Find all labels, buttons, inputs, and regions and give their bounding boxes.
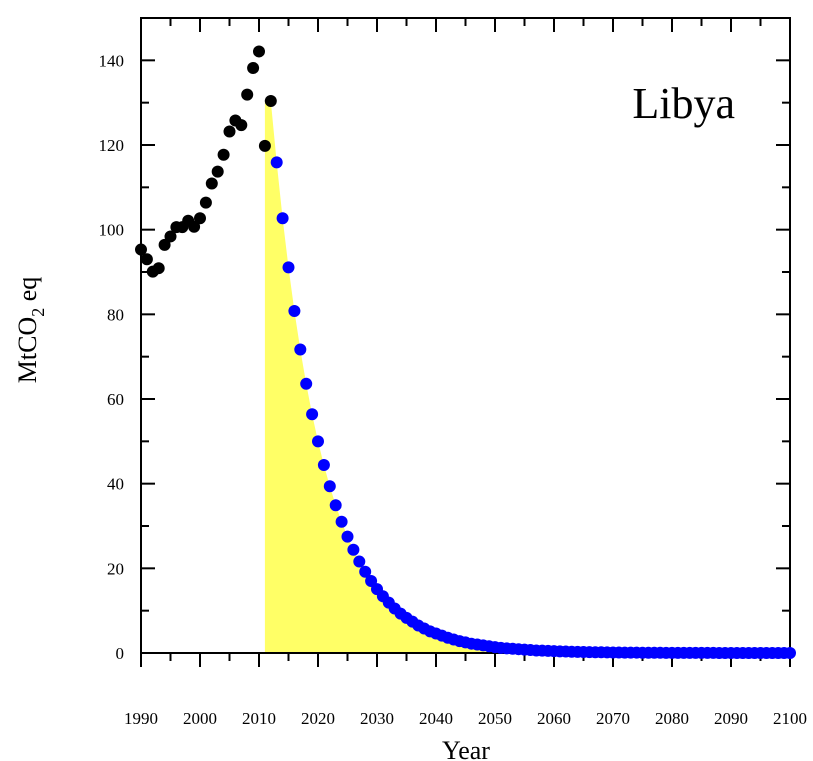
y-tick-label: 120 (99, 136, 125, 155)
projection-point (300, 377, 313, 390)
x-tick-label: 2030 (360, 709, 394, 728)
y-axis-title-main: MtCO (13, 317, 42, 383)
x-axis-title: Year (442, 736, 490, 761)
projection-point (784, 647, 796, 659)
historical-point (140, 253, 153, 266)
projection-point (312, 435, 324, 448)
projection-point (288, 304, 301, 317)
y-tick-label: 20 (107, 559, 124, 578)
projection-point (294, 343, 307, 356)
projection-point (359, 565, 372, 578)
x-tick-label: 2020 (301, 709, 335, 728)
historical-point (188, 220, 201, 233)
tick-labels: 1990 2000 2010 2020 2030 2040 2050 2060 2070 2080… (99, 51, 808, 728)
historical-point (158, 238, 171, 251)
projection-point (353, 555, 366, 568)
y-tick-label: 0 (116, 644, 125, 663)
x-tick-label: 2070 (596, 709, 630, 728)
projection-point (276, 212, 289, 225)
historical-point (152, 262, 165, 275)
y-tick-label: 140 (99, 51, 125, 70)
x-tick-label: 2010 (242, 709, 276, 728)
historical-point (258, 139, 271, 152)
projection-point (270, 156, 283, 169)
y-tick-label: 100 (99, 221, 125, 240)
y-axis-title: MtCO2 eq (13, 277, 48, 384)
plot-frame (140, 17, 791, 654)
y-axis-title-subscript: 2 (28, 308, 48, 317)
historical-point (135, 243, 147, 256)
country-annotation: Libya (632, 79, 735, 128)
historical-point (217, 148, 230, 161)
projection-fill-area-layer (264, 100, 554, 654)
x-tick-label: 2080 (655, 709, 689, 728)
historical-point (199, 196, 212, 209)
y-tick-label: 60 (107, 390, 124, 409)
historical-point (241, 88, 254, 101)
projection-point (335, 515, 348, 528)
projection-point (306, 408, 319, 421)
projection-fill-area (264, 100, 554, 654)
historical-point (211, 165, 224, 178)
projection-point (329, 499, 342, 512)
historical-point (205, 177, 218, 190)
historical-point (235, 119, 248, 132)
x-tick-label: 2090 (714, 709, 748, 728)
historical-point (247, 61, 260, 74)
projection-point (341, 530, 354, 543)
historical-point (164, 230, 177, 243)
y-axis-title-suffix: eq (13, 277, 42, 308)
projection-point (282, 261, 295, 274)
x-tick-label: 2040 (419, 709, 453, 728)
historical-point (253, 45, 265, 58)
y-tick-label: 40 (107, 475, 124, 494)
historical-point (223, 125, 236, 138)
x-tick-label: 1990 (124, 709, 158, 728)
x-tick-label: 2000 (183, 709, 217, 728)
historical-point (194, 212, 206, 225)
x-tick-label: 2050 (478, 709, 512, 728)
x-tick-label: 2060 (537, 709, 571, 728)
projection-point (323, 480, 336, 493)
projection-point (347, 543, 360, 556)
y-tick-label: 80 (107, 305, 124, 324)
projection-point (317, 459, 330, 472)
data-points (135, 45, 796, 659)
historical-point (264, 94, 277, 107)
x-tick-label: 2100 (773, 709, 807, 728)
